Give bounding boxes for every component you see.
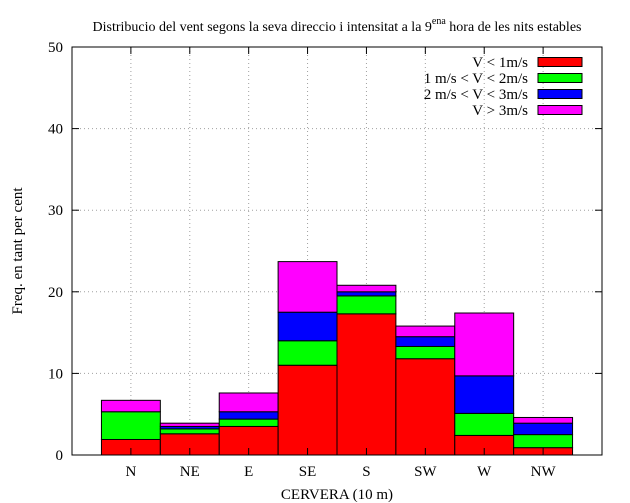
bar-nw-1-m-s-v-2m-s (513, 434, 574, 449)
bar-sw-2-m-s-v-3m-s (395, 336, 456, 347)
x-tick-label: SE (299, 464, 317, 480)
y-tick-label: 0 (56, 448, 64, 464)
legend-swatch-2-m-s-v-3m-s (537, 89, 583, 99)
bar-se-v-3m-s (277, 261, 338, 313)
legend: V < 1m/s1 m/s < V < 2m/s2 m/s < V < 3m/s… (424, 55, 583, 119)
bar-s-1-m-s-v-2m-s (336, 295, 397, 315)
bar-sw-v-3m-s (395, 325, 456, 338)
x-tick-label: E (244, 464, 253, 480)
bar-e-2-m-s-v-3m-s (218, 411, 279, 420)
plot-area-border (71, 46, 603, 456)
x-axis-label: CERVERA (10 m) (281, 487, 393, 503)
bar-s-2-m-s-v-3m-s (336, 291, 397, 297)
legend-swatch-v-1m-s (537, 57, 583, 67)
legend-label: 1 m/s < V < 2m/s (424, 71, 528, 87)
legend-label: V < 1m/s (472, 55, 528, 71)
chart-title: Distribucio del vent segons la seva dire… (93, 16, 582, 35)
bar-w-1-m-s-v-2m-s (454, 412, 515, 436)
legend-label: 2 m/s < V < 3m/s (424, 87, 528, 103)
bar-se-v-1m-s (277, 364, 338, 456)
x-tick-label: SW (414, 464, 437, 480)
bar-nw-v-3m-s (513, 416, 574, 424)
bar-e-v-3m-s (218, 392, 279, 413)
bar-n-1-m-s-v-2m-s (100, 411, 161, 440)
legend-label: V > 3m/s (472, 103, 528, 119)
y-tick-label: 40 (48, 122, 63, 138)
bar-ne-1-m-s-v-2m-s (159, 428, 220, 435)
x-tick-label: NW (531, 464, 557, 480)
bar-nw-2-m-s-v-3m-s (513, 422, 574, 436)
axis-ticks: 0 10 20 30 40 50 N NE E SE S SW W NW (48, 40, 602, 480)
bar-sw-1-m-s-v-2m-s (395, 345, 456, 360)
x-tick-label: W (477, 464, 492, 480)
bar-s-v-1m-s (336, 313, 397, 456)
bar-n-v-3m-s (100, 399, 161, 413)
legend-swatch-1-m-s-v-2m-s (537, 73, 583, 83)
y-tick-label: 10 (48, 366, 63, 382)
y-tick-label: 50 (48, 40, 63, 56)
legend-swatch-v-3m-s (537, 105, 583, 115)
x-tick-label: S (362, 464, 370, 480)
bar-s-v-3m-s (336, 284, 397, 293)
bar-e-1-m-s-v-2m-s (218, 418, 279, 427)
bars (100, 261, 574, 456)
bar-sw-v-1m-s (395, 358, 456, 456)
x-tick-label: N (125, 464, 136, 480)
bar-w-2-m-s-v-3m-s (454, 375, 515, 414)
y-tick-label: 20 (48, 285, 63, 301)
x-tick-label: NE (180, 464, 200, 480)
bar-se-2-m-s-v-3m-s (277, 311, 338, 342)
y-axis-label: Freq. en tant per cent (10, 187, 26, 315)
bar-w-v-3m-s (454, 312, 515, 377)
bar-ne-v-3m-s (159, 422, 220, 427)
bar-se-1-m-s-v-2m-s (277, 340, 338, 366)
y-tick-label: 30 (48, 203, 63, 219)
